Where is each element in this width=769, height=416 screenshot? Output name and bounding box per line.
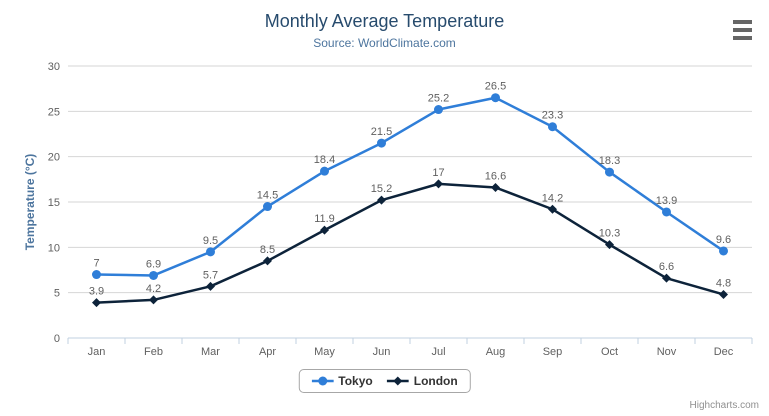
chart-subtitle: Source: WorldClimate.com [313, 36, 456, 50]
x-axis-label: Oct [601, 346, 618, 358]
point-marker-london[interactable] [434, 179, 443, 189]
data-label-london: 14.2 [542, 192, 563, 204]
data-label-tokyo: 6.9 [146, 258, 161, 270]
point-marker-tokyo[interactable] [719, 246, 728, 256]
x-axis-label: Dec [714, 346, 734, 358]
point-marker-london[interactable] [548, 204, 557, 214]
x-axis-label: Jul [431, 346, 445, 358]
y-axis-tick-label: 15 [48, 197, 60, 209]
data-label-tokyo: 9.6 [716, 234, 731, 246]
x-axis-label: Nov [657, 346, 677, 358]
point-marker-london[interactable] [206, 281, 215, 291]
legend-marker-london [386, 376, 409, 386]
point-marker-london[interactable] [320, 225, 329, 235]
data-label-tokyo: 18.4 [314, 154, 335, 166]
point-marker-london[interactable] [149, 295, 158, 305]
data-label-tokyo: 21.5 [371, 126, 392, 138]
context-menu-button[interactable] [729, 18, 755, 42]
data-label-london: 17 [432, 167, 444, 179]
series-line-tokyo [95, 96, 725, 277]
data-label-tokyo: 13.9 [656, 195, 677, 207]
point-marker-tokyo[interactable] [320, 166, 329, 176]
data-label-tokyo: 7 [93, 258, 99, 270]
point-marker-tokyo[interactable] [206, 247, 215, 257]
data-label-london: 15.2 [371, 183, 392, 195]
data-label-london: 11.9 [314, 213, 335, 225]
legend-item-london[interactable]: London [386, 374, 458, 388]
series-line-london [95, 182, 725, 304]
chart-title: Monthly Average Temperature [264, 11, 505, 31]
point-marker-london[interactable] [263, 256, 272, 266]
data-label-london: 4.8 [716, 277, 731, 289]
x-axis-label: May [314, 346, 335, 358]
data-label-tokyo: 14.5 [257, 190, 278, 202]
x-axis-label: Jun [373, 346, 391, 358]
point-marker-tokyo[interactable] [605, 167, 614, 177]
data-label-tokyo: 23.3 [542, 110, 563, 122]
point-marker-london[interactable] [605, 240, 614, 250]
point-marker-tokyo[interactable] [263, 202, 272, 212]
legend-marker-tokyo [311, 376, 334, 386]
point-marker-london[interactable] [92, 298, 101, 308]
x-axis-label: Apr [259, 346, 276, 358]
data-label-tokyo: 9.5 [203, 235, 218, 247]
y-axis-tick-label: 25 [48, 106, 60, 118]
x-axis-label: Feb [144, 346, 163, 358]
data-label-tokyo: 18.3 [599, 155, 620, 167]
legend-label-tokyo: Tokyo [338, 374, 373, 388]
point-marker-london[interactable] [662, 273, 671, 283]
point-marker-london[interactable] [719, 289, 728, 299]
y-axis-tick-label: 10 [48, 242, 60, 254]
data-label-tokyo: 25.2 [428, 93, 449, 105]
x-axis-label: Mar [201, 346, 220, 358]
point-marker-tokyo[interactable] [149, 270, 158, 280]
point-marker-tokyo[interactable] [92, 270, 101, 280]
point-marker-london[interactable] [491, 182, 500, 192]
point-marker-tokyo[interactable] [548, 122, 557, 132]
legend-label-london: London [413, 374, 458, 388]
point-marker-tokyo[interactable] [377, 138, 386, 148]
data-label-london: 10.3 [599, 228, 620, 240]
data-label-london: 6.6 [659, 261, 674, 273]
point-marker-tokyo[interactable] [491, 93, 500, 103]
data-label-london: 16.6 [485, 170, 506, 182]
point-marker-london[interactable] [377, 195, 386, 205]
x-axis-label: Sep [543, 346, 563, 358]
y-axis-tick-label: 5 [54, 288, 60, 300]
point-marker-tokyo[interactable] [434, 105, 443, 115]
hamburger-icon [732, 20, 752, 40]
data-label-london: 5.7 [203, 269, 218, 281]
data-label-london: 4.2 [146, 283, 161, 295]
legend: Tokyo London [298, 369, 471, 393]
legend-item-tokyo[interactable]: Tokyo [311, 374, 373, 388]
y-axis-tick-label: 30 [48, 61, 60, 73]
y-axis-tick-label: 0 [54, 333, 60, 345]
data-label-london: 8.5 [260, 244, 275, 256]
data-label-london: 3.9 [89, 286, 104, 298]
point-marker-tokyo[interactable] [662, 207, 671, 217]
y-axis-title: Temperature (°C) [23, 153, 37, 251]
x-axis-label: Aug [486, 346, 506, 358]
y-axis-tick-label: 20 [48, 152, 60, 164]
data-label-tokyo: 26.5 [485, 81, 506, 93]
credits-link[interactable]: Highcharts.com [689, 400, 759, 411]
x-axis-label: Jan [88, 346, 106, 358]
